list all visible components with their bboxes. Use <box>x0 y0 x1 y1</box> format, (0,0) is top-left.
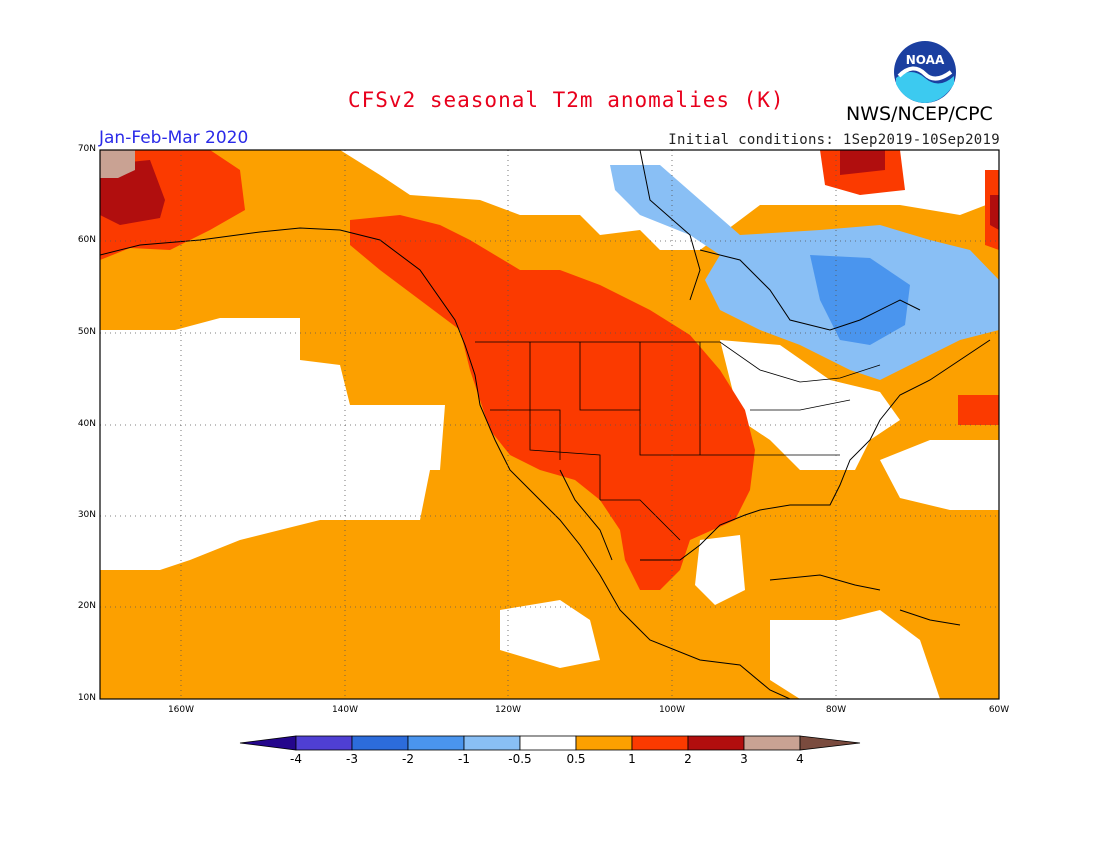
cold-anomaly-medium <box>810 255 910 345</box>
neutral-east-us <box>720 340 900 470</box>
warm-anomaly-strong <box>350 215 755 590</box>
lon-label: 140W <box>331 705 359 715</box>
neutral-pacific-south <box>500 600 600 668</box>
colorbar-bin <box>687 735 745 751</box>
noaa-logo: NOAA <box>894 41 956 103</box>
colorbar-bin <box>519 735 577 751</box>
colorbar-bin <box>295 735 353 751</box>
lat-label: 20N <box>77 601 96 611</box>
lat-label: 60N <box>77 235 96 245</box>
colorbar-bin <box>743 735 801 751</box>
lat-label: 10N <box>77 693 96 703</box>
colorbar-bin <box>575 735 633 751</box>
colorbar-label: -0.5 <box>508 752 532 766</box>
agency-label: NWS/NCEP/CPC <box>846 103 993 125</box>
colorbar-label: 1 <box>628 752 636 766</box>
colorbar-label: 2 <box>684 752 692 766</box>
colorbar-label: 4 <box>796 752 804 766</box>
lat-label: 70N <box>77 144 96 154</box>
neutral-atlantic <box>880 440 999 510</box>
colorbar-label: -1 <box>458 752 470 766</box>
colorbar <box>239 735 861 751</box>
hot-anomaly-east <box>990 195 999 230</box>
colorbar-label: -2 <box>402 752 414 766</box>
lat-label: 40N <box>77 419 96 429</box>
extreme-anomaly-corner <box>100 150 135 178</box>
colorbar-bin <box>631 735 689 751</box>
lon-label: 100W <box>658 705 686 715</box>
lon-label: 80W <box>825 705 847 715</box>
lon-label: 60W <box>988 705 1010 715</box>
political-borders <box>475 341 881 541</box>
neutral-caribbean <box>770 610 940 699</box>
neutral-gulf <box>695 535 745 605</box>
colorbar-label: 0.5 <box>566 752 586 766</box>
colorbar-label: -4 <box>290 752 302 766</box>
lon-label: 120W <box>494 705 522 715</box>
colorbar-bin <box>463 735 521 751</box>
colorbar-bin <box>407 735 465 751</box>
lon-label: 160W <box>167 705 195 715</box>
initial-conditions-label: Initial conditions: 1Sep2019-10Sep2019 <box>668 132 1000 148</box>
lat-label: 30N <box>77 510 96 520</box>
colorbar-label: -3 <box>346 752 358 766</box>
colorbar-bin <box>351 735 409 751</box>
colorbar-high-arrow <box>799 735 861 751</box>
hot-anomaly-greenland <box>840 150 885 175</box>
lat-label: 50N <box>77 327 96 337</box>
map-fill <box>100 150 999 699</box>
warm-anomaly-atlantic <box>958 395 999 425</box>
colorbar-low-arrow <box>239 735 297 751</box>
chart-title: CFSv2 seasonal T2m anomalies (K) <box>348 88 785 112</box>
coastlines <box>100 150 991 699</box>
neutral-pacific <box>100 318 445 570</box>
map-frame <box>99 149 1000 700</box>
noaa-logo-text: NOAA <box>906 53 945 67</box>
period-label: Jan-Feb-Mar 2020 <box>99 128 249 148</box>
colorbar-label: 3 <box>740 752 748 766</box>
